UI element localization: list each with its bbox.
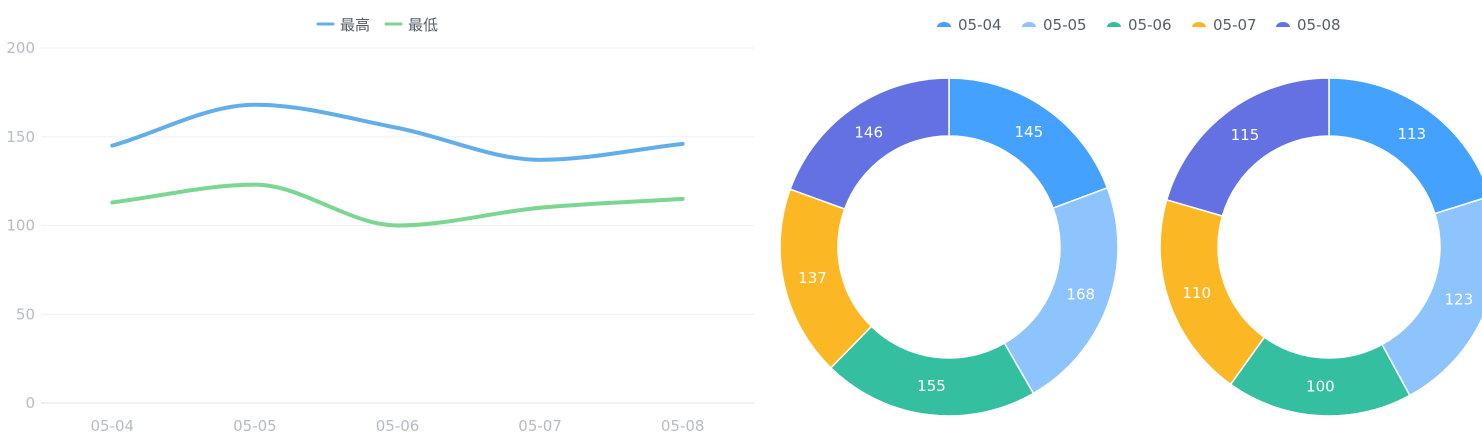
y-tick-label: 100	[6, 217, 35, 235]
slice-value-label: 168	[1066, 285, 1095, 303]
legend-label: 05-06	[1128, 16, 1172, 34]
y-tick-label: 50	[16, 305, 35, 323]
slice-value-label: 137	[798, 269, 827, 287]
y-tick-label: 150	[6, 128, 35, 146]
legend-label: 最低	[408, 16, 438, 34]
legend-label: 05-08	[1297, 16, 1341, 34]
legend-icon	[1276, 22, 1290, 27]
legend-icon	[1022, 22, 1036, 27]
slice-value-label: 115	[1231, 126, 1260, 144]
donut-slice	[1328, 77, 1482, 215]
x-tick-label: 05-06	[376, 417, 420, 435]
legend-label: 05-04	[958, 16, 1002, 34]
x-tick-label: 05-08	[661, 417, 705, 435]
slice-value-label: 110	[1182, 284, 1211, 302]
slice-value-label: 100	[1306, 378, 1335, 396]
series-line-0	[110, 102, 685, 162]
legend-icon	[1107, 22, 1121, 27]
slice-value-label: 123	[1445, 290, 1474, 308]
legend-label: 最高	[340, 16, 370, 34]
donut-slice	[829, 325, 1035, 417]
pie-legend: 05-04 05-05 05-06 05-07 05-08	[937, 16, 1341, 34]
donut-slice	[789, 77, 950, 210]
x-tick-label: 05-05	[233, 417, 277, 435]
donut-chart-low: 113 123 100 110 115	[1159, 77, 1482, 417]
x-tick-label: 05-07	[518, 417, 562, 435]
donut-slice	[1003, 186, 1119, 395]
legend-icon	[1192, 22, 1206, 27]
x-tick-label: 05-04	[91, 417, 135, 435]
slice-value-label: 113	[1397, 125, 1426, 143]
legend-label: 05-07	[1213, 16, 1257, 34]
line-chart: 0 50 100 150 200 05-04 05-05 05-06 05-07 05-08 最高 最…	[6, 16, 754, 435]
donut-slice	[948, 77, 1109, 210]
y-tick-label: 0	[25, 394, 35, 412]
donut-chart-high: 145 168 155 137 146	[779, 77, 1119, 417]
series-line-1	[110, 182, 685, 228]
donut-slice	[1159, 198, 1266, 386]
slice-value-label: 155	[917, 377, 946, 395]
legend-icon	[937, 22, 951, 27]
slice-value-label: 146	[854, 123, 883, 141]
donut-slice	[1229, 336, 1411, 417]
y-tick-label: 200	[6, 39, 35, 57]
slice-value-label: 145	[1014, 123, 1043, 141]
legend-label: 05-05	[1043, 16, 1087, 34]
donut-slice	[1165, 77, 1330, 217]
